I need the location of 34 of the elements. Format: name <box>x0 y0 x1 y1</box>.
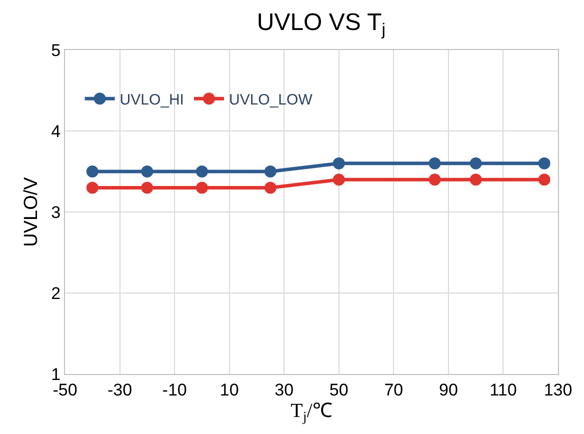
y-tick-label: 5 <box>51 40 61 60</box>
x-tick-label: 110 <box>490 380 517 400</box>
x-tick-label: 50 <box>329 380 348 400</box>
y-tick-label: 4 <box>51 122 61 141</box>
point <box>196 166 208 178</box>
point <box>141 166 154 178</box>
y-axis-title: UVLO/V <box>20 176 42 247</box>
point <box>332 174 345 186</box>
chart-title: UVLO VS T$_{j}$ <box>256 8 386 39</box>
x-tick-label: 10 <box>220 380 239 400</box>
point <box>470 157 482 170</box>
y-tick-label: 3 <box>51 202 61 222</box>
x-tick-label: -30 <box>107 380 132 400</box>
point <box>470 174 482 186</box>
legend-label: UVLO_LOW <box>228 92 314 108</box>
point <box>86 182 98 194</box>
point <box>538 157 550 170</box>
x-axis-title: T$_{j}$/℃ <box>290 400 332 426</box>
point <box>264 182 276 194</box>
legend-label: UVLO_HI <box>120 92 184 108</box>
point <box>196 182 208 194</box>
point <box>86 166 98 178</box>
x-tick-label: 130 <box>544 380 572 400</box>
x-tick-label: 70 <box>384 380 404 400</box>
point <box>428 174 441 186</box>
x-tick-label: 30 <box>274 380 294 400</box>
point <box>332 157 345 170</box>
point <box>538 174 550 186</box>
y-tick-label: 2 <box>51 284 61 303</box>
x-tick-label: -10 <box>162 380 187 400</box>
point <box>428 157 441 170</box>
point <box>264 166 276 178</box>
x-tick-label: 90 <box>438 380 458 400</box>
point <box>141 182 154 194</box>
